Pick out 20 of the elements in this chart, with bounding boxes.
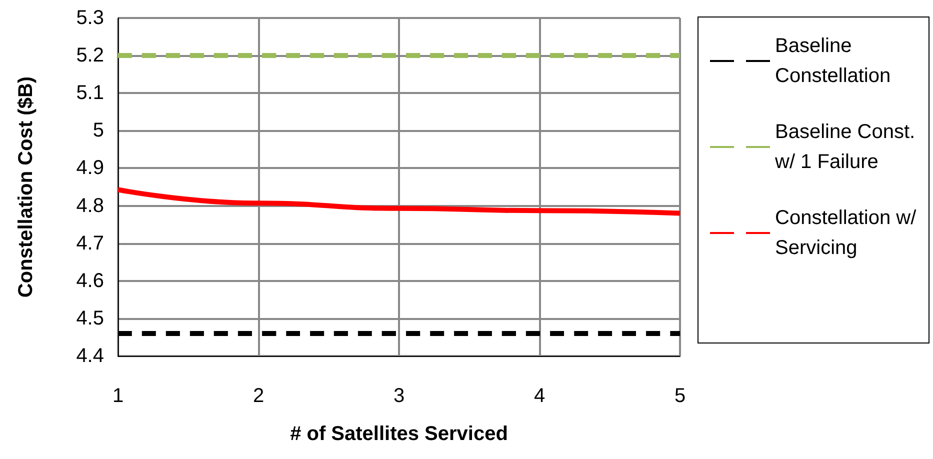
y-tick-label: 4.6 [76, 270, 104, 292]
y-tick-label: 4.4 [76, 345, 104, 367]
x-tick-label: 5 [674, 385, 686, 407]
y-tick-label: 4.7 [76, 232, 104, 254]
y-tick-label: 4.8 [76, 194, 104, 217]
x-tick-label: 3 [393, 385, 405, 407]
y-tick-label: 5.3 [76, 7, 104, 29]
y-tick-label: 5.2 [76, 44, 104, 67]
y-tick-label: 5 [92, 120, 104, 142]
legend-label: Baseline Constellation [775, 35, 891, 87]
y-axis-title: Constellation Cost ($B) [15, 76, 37, 298]
y-tick-label: 5.1 [76, 82, 104, 104]
legend-label: Constellation w/ Servicing [775, 207, 922, 259]
x-axis-title: # of Satellites Serviced [290, 423, 508, 445]
x-tick-label: 2 [252, 385, 264, 407]
legend-label: Baseline Const. w/ 1 Failure [774, 121, 921, 173]
x-tick-label: 1 [112, 385, 124, 407]
y-tick-label: 4.9 [76, 157, 104, 180]
y-tick-label: 4.5 [76, 307, 104, 330]
x-tick-label: 4 [534, 385, 546, 407]
